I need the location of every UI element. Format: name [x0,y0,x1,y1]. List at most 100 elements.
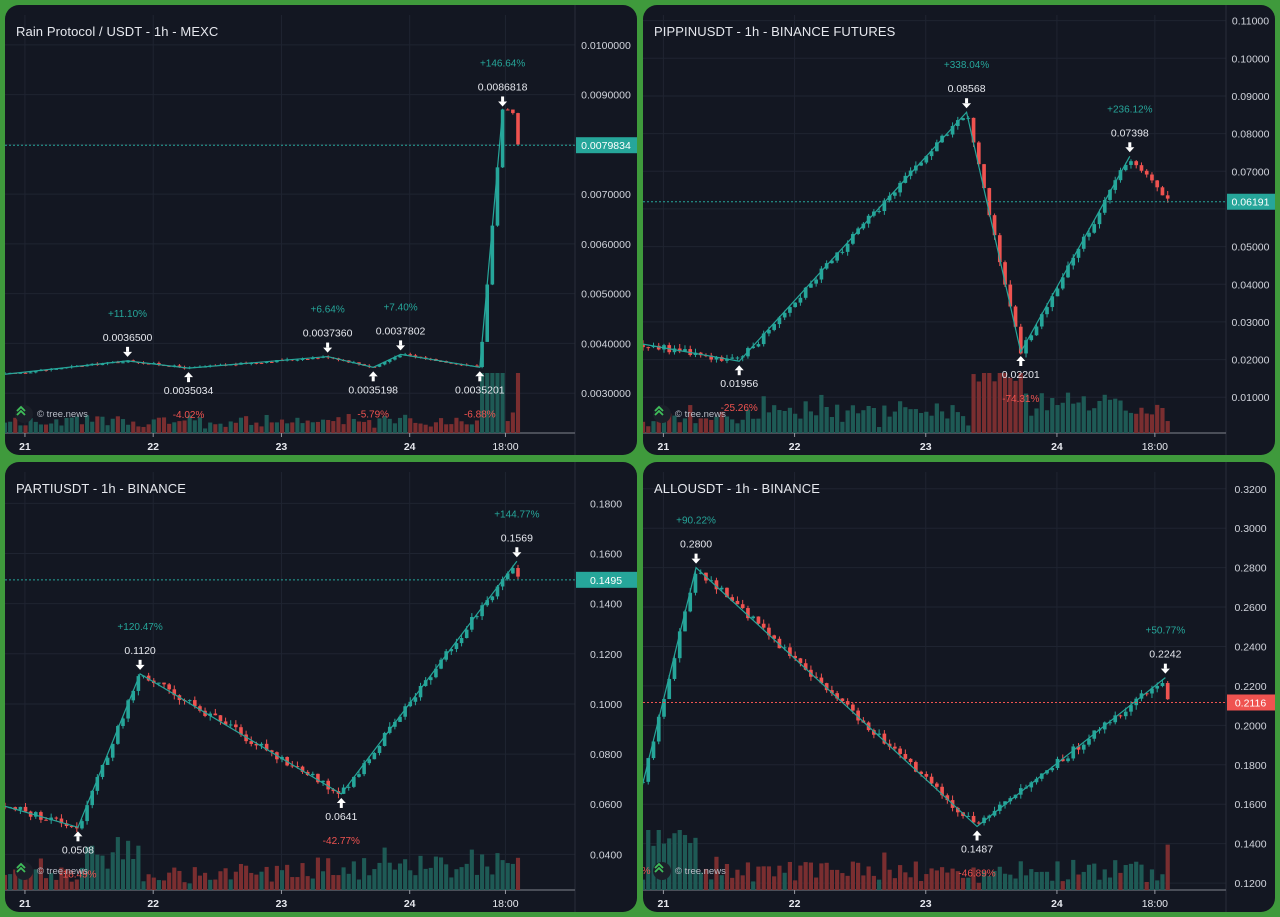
y-tick-label: 0.0040000 [581,338,631,350]
pivot-percent: +50.77% [1145,626,1185,637]
arrow-down-icon [512,547,522,558]
y-tick-label: 0.1600 [1234,799,1266,811]
pivot-price: 0.07398 [1111,127,1149,139]
zigzag-line [643,110,1131,362]
x-tick-label: 22 [789,441,801,453]
pivot-percent: +120.47% [117,622,162,633]
pivot-percent: +146.64% [480,58,525,69]
pivot-price: 0.08568 [948,83,986,95]
chart-panel-allo[interactable]: 5% 0.2800 +90.22% 0.1487 -46.89% 0.2242 +50.77… [643,462,1275,912]
candles [643,116,1170,364]
chart-canvas[interactable]: 0.0036500 +11.10% 0.0035034 -4.02% 0.0037360… [5,5,637,455]
arrow-up-icon [972,830,982,841]
y-tick-label: 0.2600 [1234,602,1266,614]
y-tick-label: 0.1000 [590,699,622,711]
candles [5,108,520,375]
pivot-price: 0.1569 [501,532,533,544]
pivot-price: 0.01956 [720,378,758,390]
pivot-percent: -6.88% [464,409,496,420]
x-tick-label: 18:00 [1142,898,1168,910]
pivot-percent: -74.31% [1002,394,1039,405]
pivot-price: 0.0508 [62,844,94,856]
chart-canvas[interactable]: 0.0508 -18.49% 0.1120 +120.47% 0.0641 -42.77%… [5,462,637,912]
chart-canvas[interactable]: 0.01956 -25.26% 0.08568 +338.04% 0.02201 -74.… [643,5,1275,455]
volume-bars [5,837,521,890]
zigzag-line [5,110,504,375]
y-tick-label: 0.0070000 [581,189,631,201]
pivot-percent: +11.10% [108,309,147,320]
y-tick-label: 0.1600 [590,548,622,560]
y-tick-label: 0.2200 [1234,681,1266,693]
pivot-percent: +338.04% [944,60,989,71]
x-tick-label: 18:00 [492,898,518,910]
y-tick-label: 0.1200 [1234,878,1266,890]
last-price-badge [576,571,637,588]
chart-title: PARTIUSDT - 1h - BINANCE [16,481,186,496]
x-tick-label: 21 [19,441,31,453]
x-tick-label: 22 [147,441,159,453]
y-tick-label: 0.1800 [1234,760,1266,772]
chart-panel-parti[interactable]: 0.0508 -18.49% 0.1120 +120.47% 0.0641 -42.77%… [5,462,637,912]
arrow-up-icon [1016,355,1026,366]
arrow-down-icon [1160,663,1170,674]
pivot-price: 0.0641 [325,811,357,823]
chart-title: ALLOUSDT - 1h - BINANCE [654,481,821,496]
arrow-down-icon [962,98,972,109]
pivot-percent: +236.12% [1107,104,1152,115]
y-tick-label: 0.08000 [1232,129,1270,141]
x-tick-label: 23 [276,898,288,910]
x-tick-label: 24 [404,441,416,453]
zigzag-line [643,566,1166,828]
y-tick-label: 0.10000 [1232,53,1270,65]
svg-text:0.06191: 0.06191 [1232,197,1270,209]
pivot-price: 0.02201 [1002,369,1040,381]
pivot-price: 0.0035198 [348,384,398,396]
pivot-percent: -4.02% [173,410,205,421]
volume-bars [5,373,521,433]
zigzag-line [5,560,518,829]
pivot-percent: +90.22% [676,516,716,527]
pivot-price: 0.0037360 [303,328,353,340]
watermark-text: © tree.news [37,865,88,877]
x-tick-label: 21 [19,898,31,910]
pivot-percent: -5.79% [357,409,389,420]
y-tick-label: 0.3200 [1234,484,1266,496]
pivot-percent: -18.49% [59,869,96,880]
y-tick-label: 0.02000 [1232,355,1270,367]
watermark: © tree.news [15,862,88,880]
pivot-percent: -42.77% [323,836,360,847]
pivot-price: 0.0037802 [376,325,426,337]
pivot-percent: +6.64% [311,305,345,316]
arrow-down-icon [123,346,133,357]
arrow-down-icon [323,342,333,353]
arrow-down-icon [135,659,145,670]
y-tick-label: 0.07000 [1232,166,1270,178]
y-tick-label: 0.11000 [1232,16,1269,28]
chart-panel-rain[interactable]: 0.0036500 +11.10% 0.0035034 -4.02% 0.0037360… [5,5,637,455]
x-tick-label: 18:00 [492,441,518,453]
y-tick-label: 0.03000 [1232,317,1270,329]
pivot-price: 0.2242 [1149,649,1181,661]
y-tick-label: 0.0400 [590,849,622,861]
pivot-percent: -46.89% [958,869,995,880]
y-tick-label: 0.05000 [1232,242,1270,254]
x-tick-label: 24 [1051,898,1063,910]
watermark: © tree.news [653,862,726,880]
chart-canvas[interactable]: 5% 0.2800 +90.22% 0.1487 -46.89% 0.2242 +50.77… [643,462,1275,912]
pivot-price: 0.0035034 [164,385,214,397]
y-tick-label: 0.0600 [590,799,622,811]
volume-bars [643,830,1170,890]
y-tick-label: 0.0090000 [581,90,631,102]
arrow-down-icon [396,340,406,351]
chart-panel-pippin[interactable]: 0.01956 -25.26% 0.08568 +338.04% 0.02201 -74.… [643,5,1275,455]
x-tick-label: 24 [404,898,416,910]
tree-news-logo-icon [653,405,671,423]
tree-news-logo-icon [15,405,33,423]
y-tick-label: 0.1200 [590,649,622,661]
watermark: © tree.news [15,405,88,423]
y-tick-label: 0.1400 [590,599,622,611]
chart-title: PIPPINUSDT - 1h - BINANCE FUTURES [654,24,896,39]
arrow-up-icon [368,371,378,382]
x-tick-label: 23 [920,441,932,453]
x-tick-label: 23 [920,898,932,910]
